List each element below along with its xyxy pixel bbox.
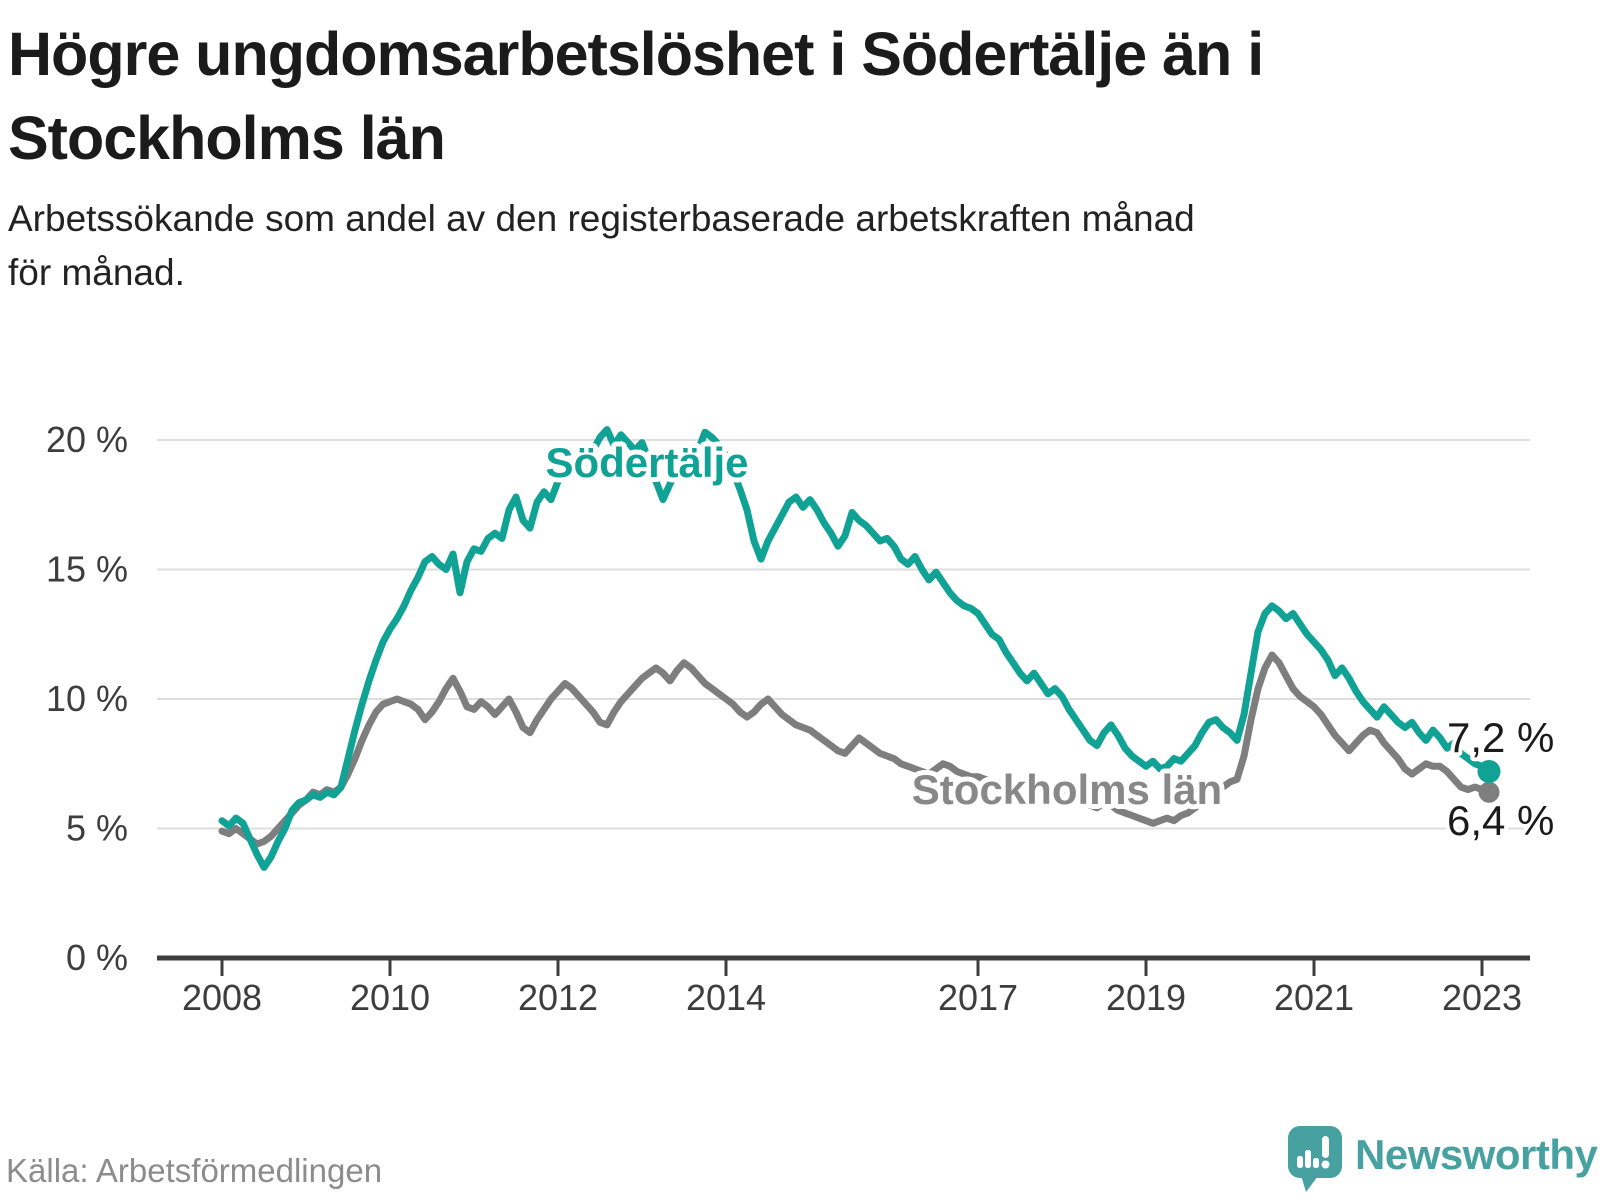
chart-subtitle: Arbetssökande som andel av den registerb… xyxy=(8,192,1568,299)
x-axis-label: 2017 xyxy=(938,977,1018,1018)
y-axis-label: 15 % xyxy=(46,549,128,590)
x-axis-label: 2021 xyxy=(1274,977,1354,1018)
newsworthy-logo-icon xyxy=(1288,1126,1342,1192)
x-axis-label: 2023 xyxy=(1442,977,1522,1018)
page-title: Högre ungdomsarbetslöshet i Södertälje ä… xyxy=(8,12,1568,180)
source-note: Källa: Arbetsförmedlingen xyxy=(6,1152,383,1189)
subtitle-line-1: Arbetssökande som andel av den registerb… xyxy=(8,198,1195,239)
y-axis-label: 0 % xyxy=(66,937,128,978)
series-line-stockholms-lan xyxy=(218,651,1493,848)
brand-name: Newsworthy xyxy=(1355,1131,1598,1178)
x-axis-label: 2012 xyxy=(518,977,598,1018)
series-label-stockholms-lan: Stockholms län xyxy=(912,766,1222,813)
y-axis-label: 20 % xyxy=(46,419,128,460)
x-axis-label: 2019 xyxy=(1106,977,1186,1018)
y-axis-label: 5 % xyxy=(66,808,128,849)
series-label-sodertalje: Södertälje xyxy=(545,439,748,486)
end-value-stockholms-lan: 6,4 % xyxy=(1447,797,1554,844)
x-axis-label: 2008 xyxy=(182,977,262,1018)
title-line-1: Högre ungdomsarbetslöshet i Södertälje ä… xyxy=(8,20,1264,88)
x-axis-label: 2010 xyxy=(350,977,430,1018)
series-end-dot xyxy=(1478,781,1500,803)
series-end-dot xyxy=(1477,760,1501,784)
brand-footer: Newsworthy xyxy=(1288,1126,1598,1194)
x-axis-label: 2014 xyxy=(686,977,766,1018)
end-value-sodertalje: 7,2 % xyxy=(1447,714,1554,761)
title-line-2: Stockholms län xyxy=(8,104,446,173)
y-axis-label: 10 % xyxy=(46,678,128,719)
series-line-sodertalje xyxy=(218,426,1493,871)
subtitle-line-2: för månad. xyxy=(8,251,185,293)
